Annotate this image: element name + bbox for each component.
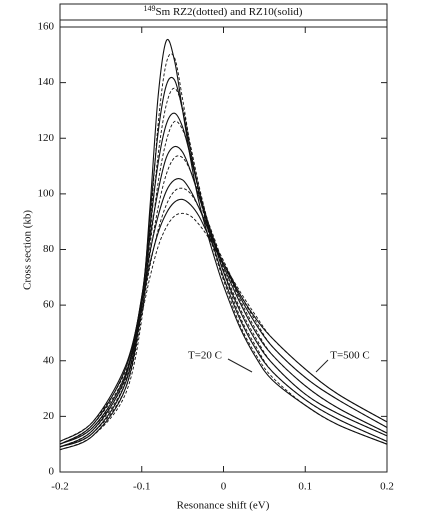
- x-tick-label: -0.1: [133, 481, 150, 493]
- x-tick-label: -0.2: [51, 481, 68, 493]
- annotation-arrow: [315, 359, 329, 373]
- y-tick-label: 0: [49, 466, 55, 478]
- annotation: T=20 C: [188, 350, 222, 362]
- y-tick-label: 80: [43, 243, 55, 255]
- y-tick-label: 160: [38, 21, 55, 33]
- annotation: T=500 C: [330, 350, 370, 362]
- curve: [59, 212, 388, 442]
- x-axis-title: Resonance shift (eV): [177, 500, 270, 512]
- plot-frame: [59, 26, 388, 473]
- curve: [59, 38, 388, 451]
- y-tick-label: 100: [38, 187, 55, 199]
- curve: [59, 53, 388, 451]
- x-tick-label: 0.2: [380, 481, 394, 493]
- y-tick-label: 140: [38, 76, 55, 88]
- annotation-arrow: [227, 358, 253, 373]
- y-tick-label: 20: [43, 410, 55, 422]
- curve: [59, 187, 388, 445]
- curve: [59, 155, 388, 445]
- y-tick-label: 60: [43, 299, 55, 311]
- title-text: Sm RZ2(dotted) and RZ10(solid): [156, 6, 303, 18]
- curve: [59, 198, 388, 442]
- curve: [59, 178, 388, 445]
- y-tick-label: 40: [43, 354, 55, 366]
- title-superscript: 149: [144, 4, 156, 13]
- x-tick-label: 0: [221, 481, 227, 493]
- x-tick-label: 0.1: [298, 481, 312, 493]
- y-tick-label: 120: [38, 132, 55, 144]
- y-axis-title: Cross section (kb): [22, 210, 34, 290]
- chart-title: 149Sm RZ2(dotted) and RZ10(solid): [144, 4, 303, 18]
